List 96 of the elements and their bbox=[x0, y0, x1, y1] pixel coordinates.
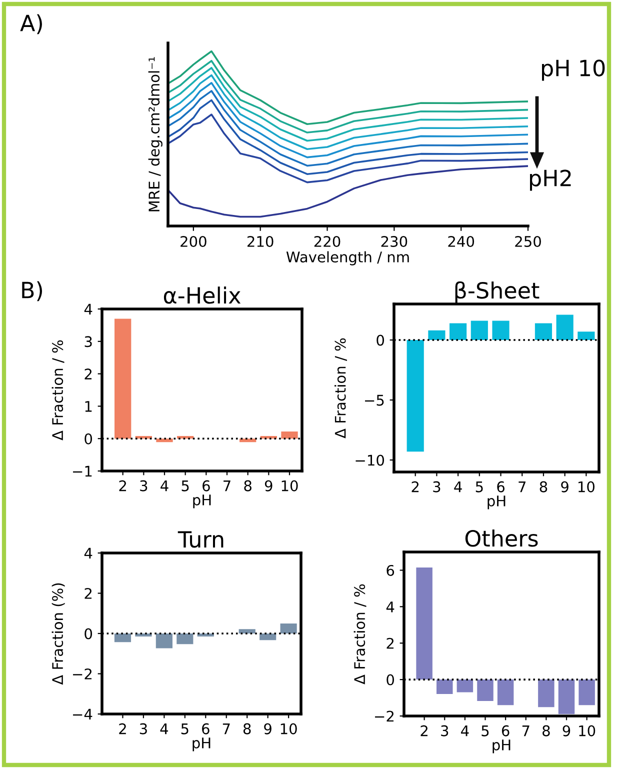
bar bbox=[534, 323, 552, 340]
bar bbox=[578, 332, 595, 340]
x-tick-label: 10 bbox=[280, 723, 297, 734]
x-tick-label: 3 bbox=[433, 481, 440, 492]
x-tick-label: 240 bbox=[448, 236, 474, 248]
y-tick-label: 6 bbox=[386, 564, 394, 576]
x-tick-label: 7 bbox=[222, 723, 230, 734]
bar bbox=[556, 314, 574, 340]
text: pH2 bbox=[530, 170, 571, 191]
chart-title: Others bbox=[465, 530, 538, 547]
x-tick-label: 2 bbox=[119, 723, 126, 734]
x-tick-label: 3 bbox=[140, 723, 147, 734]
bar bbox=[176, 634, 194, 644]
text: B) bbox=[22, 281, 42, 302]
y-tick-label: 0 bbox=[84, 433, 92, 444]
bar bbox=[281, 431, 298, 439]
x-tick-label: 5 bbox=[181, 723, 188, 734]
x-tick-label: 2 bbox=[119, 480, 126, 492]
bar bbox=[114, 634, 132, 642]
chart-title: Turn bbox=[178, 531, 224, 548]
x-tick-label: 10 bbox=[282, 480, 298, 492]
bar bbox=[238, 629, 256, 634]
x-tick-label: 200 bbox=[180, 236, 206, 248]
x-tick-label: 3 bbox=[441, 725, 448, 736]
x-tick-label: 2 bbox=[412, 481, 419, 492]
chart-title: α-Helix bbox=[164, 286, 241, 304]
x-tick-label: 9 bbox=[264, 723, 272, 734]
x-tick-label: 3 bbox=[140, 480, 148, 492]
x-tick-label: 210 bbox=[247, 236, 274, 248]
x-axis-title: pH bbox=[492, 740, 510, 754]
x-tick-label: 7 bbox=[518, 481, 526, 492]
y-tick-label: 2 bbox=[386, 638, 394, 649]
y-axis-title: MRE / deg.cm²dmol⁻¹ bbox=[148, 57, 162, 212]
bar bbox=[156, 438, 173, 442]
bar bbox=[156, 634, 172, 648]
bar bbox=[470, 320, 488, 340]
text: pH 10 bbox=[542, 60, 605, 81]
x-tick-label: 220 bbox=[314, 236, 340, 248]
bar bbox=[260, 634, 276, 640]
bar bbox=[406, 340, 424, 452]
y-tick-label: 0 bbox=[386, 674, 394, 686]
x-axis-title: Wavelength / nm bbox=[286, 251, 409, 266]
x-tick-label: 8 bbox=[540, 481, 548, 492]
bar bbox=[450, 323, 467, 340]
x-tick-label: 5 bbox=[482, 725, 489, 736]
y-axis-title: Δ Fraction / % bbox=[334, 338, 347, 438]
bar bbox=[114, 318, 132, 439]
x-tick-label: 6 bbox=[497, 481, 504, 492]
y-tick-label: 2 bbox=[84, 588, 92, 599]
y-tick-label: 4 bbox=[386, 602, 394, 612]
y-tick-label: −4 bbox=[73, 708, 92, 720]
x-tick-label: 9 bbox=[264, 480, 272, 492]
x-tick-label: 8 bbox=[243, 723, 251, 734]
y-tick-label: −5 bbox=[365, 394, 384, 406]
x-tick-label: 6 bbox=[202, 723, 210, 734]
x-tick-label: 4 bbox=[160, 480, 168, 492]
x-tick-label: 7 bbox=[224, 480, 230, 492]
bar bbox=[428, 330, 446, 340]
x-tick-label: 5 bbox=[182, 480, 189, 492]
x-tick-label: 4 bbox=[454, 481, 462, 492]
x-tick-label: 4 bbox=[461, 725, 469, 736]
x-tick-label: 10 bbox=[579, 725, 596, 736]
x-tick-label: 5 bbox=[476, 481, 483, 492]
x-tick-label: 9 bbox=[561, 481, 568, 492]
y-tick-label: 4 bbox=[84, 304, 92, 315]
y-tick-label: 0 bbox=[376, 334, 384, 346]
y-axis-title: Δ Fraction (%) bbox=[52, 583, 65, 685]
x-tick-label: 6 bbox=[502, 725, 510, 736]
text: A) bbox=[20, 14, 42, 34]
x-tick-label: 7 bbox=[522, 725, 530, 736]
x-tick-label: 8 bbox=[244, 480, 252, 492]
y-axis-title: Δ Fraction / % bbox=[52, 340, 64, 440]
y-tick-label: −2 bbox=[375, 710, 394, 722]
x-tick-label: 8 bbox=[542, 725, 550, 736]
x-tick-label: 250 bbox=[515, 236, 541, 248]
chart-title: β-Sheet bbox=[455, 281, 540, 304]
x-tick-label: 6 bbox=[202, 480, 210, 492]
y-tick-label: −2 bbox=[73, 668, 92, 680]
x-axis-title: pH bbox=[193, 494, 211, 508]
y-tick-label: 4 bbox=[84, 548, 92, 559]
y-tick-label: 3 bbox=[84, 336, 92, 348]
y-tick-label: 1 bbox=[85, 401, 92, 412]
y-tick-label: −10 bbox=[356, 454, 384, 466]
x-axis-title: pH bbox=[488, 496, 506, 510]
x-tick-label: 9 bbox=[562, 725, 570, 736]
y-axis-title: Δ Fraction / % bbox=[354, 584, 366, 684]
y-tick-label: 2 bbox=[84, 368, 92, 380]
y-tick-label: −1 bbox=[73, 466, 92, 477]
x-tick-label: 4 bbox=[160, 723, 168, 734]
bar bbox=[492, 320, 510, 340]
x-axis-title: pH bbox=[192, 738, 210, 752]
x-tick-label: 2 bbox=[420, 725, 428, 736]
x-tick-label: 230 bbox=[381, 236, 408, 248]
bar bbox=[280, 623, 297, 634]
x-tick-label: 10 bbox=[578, 481, 594, 492]
y-tick-label: 0 bbox=[84, 628, 92, 640]
